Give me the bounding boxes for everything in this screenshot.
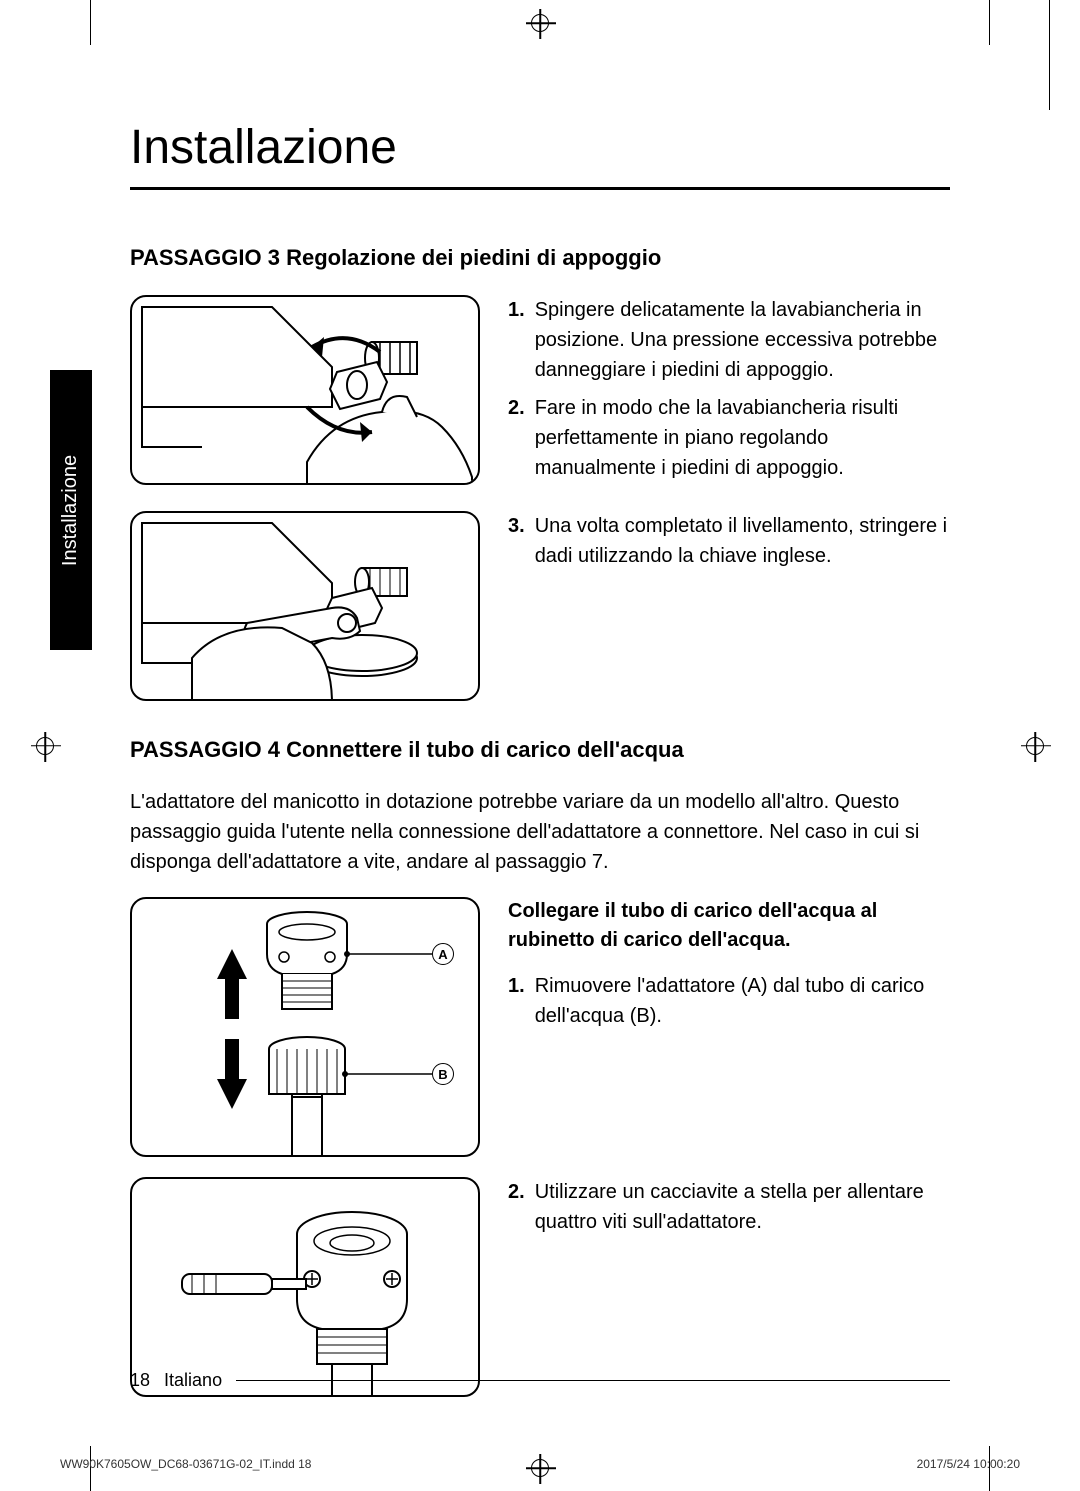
- page-content: Installazione Installazione PASSAGGIO 3 …: [90, 60, 990, 1431]
- step4-subheading: Collegare il tubo di carico dell'acqua a…: [508, 897, 950, 955]
- figure-leveling-foot-adjust: [130, 295, 480, 485]
- registration-mark-top: [531, 14, 549, 32]
- step4-row-1: A B Collegare il tubo di carico dell'acq…: [130, 897, 950, 1157]
- list-text: Una volta completato il livellamento, st…: [535, 511, 950, 571]
- figure-loosen-screws: [130, 1177, 480, 1397]
- crop-line: [1049, 0, 1050, 110]
- step3-item-3: 3. Una volta completato il livellamento,…: [508, 511, 950, 571]
- indd-timestamp: 2017/5/24 10:00:20: [917, 1457, 1020, 1471]
- indd-file: WW90K7605OW_DC68-03671G-02_IT.indd 18: [60, 1457, 311, 1471]
- list-number: 1.: [508, 295, 525, 385]
- list-text: Rimuovere l'adattatore (A) dal tubo di c…: [535, 971, 950, 1031]
- registration-mark-left: [36, 737, 54, 755]
- crop-line: [90, 0, 91, 45]
- step3-row-1: 1. Spingere delicatamente la lavabianche…: [130, 295, 950, 491]
- list-number: 3.: [508, 511, 525, 571]
- step4-row-2: 2. Utilizzare un cacciavite a stella per…: [130, 1177, 950, 1397]
- crop-line: [989, 0, 990, 45]
- step4-item-2: 2. Utilizzare un cacciavite a stella per…: [508, 1177, 950, 1237]
- step4-intro: L'adattatore del manicotto in dotazione …: [130, 787, 950, 877]
- page-title: Installazione: [130, 120, 950, 190]
- step4-heading: PASSAGGIO 4 Connettere il tubo di carico…: [130, 737, 950, 763]
- figure-label-a: A: [432, 943, 454, 965]
- figure-hose-adapter-remove: A B: [130, 897, 480, 1157]
- list-number: 2.: [508, 393, 525, 483]
- step3-item-1: 1. Spingere delicatamente la lavabianche…: [508, 295, 950, 385]
- step3-heading: PASSAGGIO 3 Regolazione dei piedini di a…: [130, 245, 950, 271]
- footer-rule: [236, 1380, 950, 1382]
- side-tab: Installazione: [50, 370, 92, 650]
- bleed-footer: WW90K7605OW_DC68-03671G-02_IT.indd 18 20…: [60, 1457, 1020, 1471]
- step4-item-1: 1. Rimuovere l'adattatore (A) dal tubo d…: [508, 971, 950, 1031]
- step3-row-2: 3. Una volta completato il livellamento,…: [130, 511, 950, 701]
- figure-label-b: B: [432, 1063, 454, 1085]
- step3-item-2: 2. Fare in modo che la lavabiancheria ri…: [508, 393, 950, 483]
- figure-tighten-nut-wrench: [130, 511, 480, 701]
- list-text: Utilizzare un cacciavite a stella per al…: [535, 1177, 950, 1237]
- list-text: Fare in modo che la lavabiancheria risul…: [535, 393, 950, 483]
- list-number: 2.: [508, 1177, 525, 1237]
- side-tab-label: Installazione: [60, 454, 83, 565]
- page-language: Italiano: [164, 1370, 222, 1391]
- registration-mark-right: [1026, 737, 1044, 755]
- list-number: 1.: [508, 971, 525, 1031]
- page-number: 18: [130, 1370, 150, 1391]
- page-footer: 18 Italiano: [130, 1370, 950, 1391]
- list-text: Spingere delicatamente la lavabiancheria…: [535, 295, 950, 385]
